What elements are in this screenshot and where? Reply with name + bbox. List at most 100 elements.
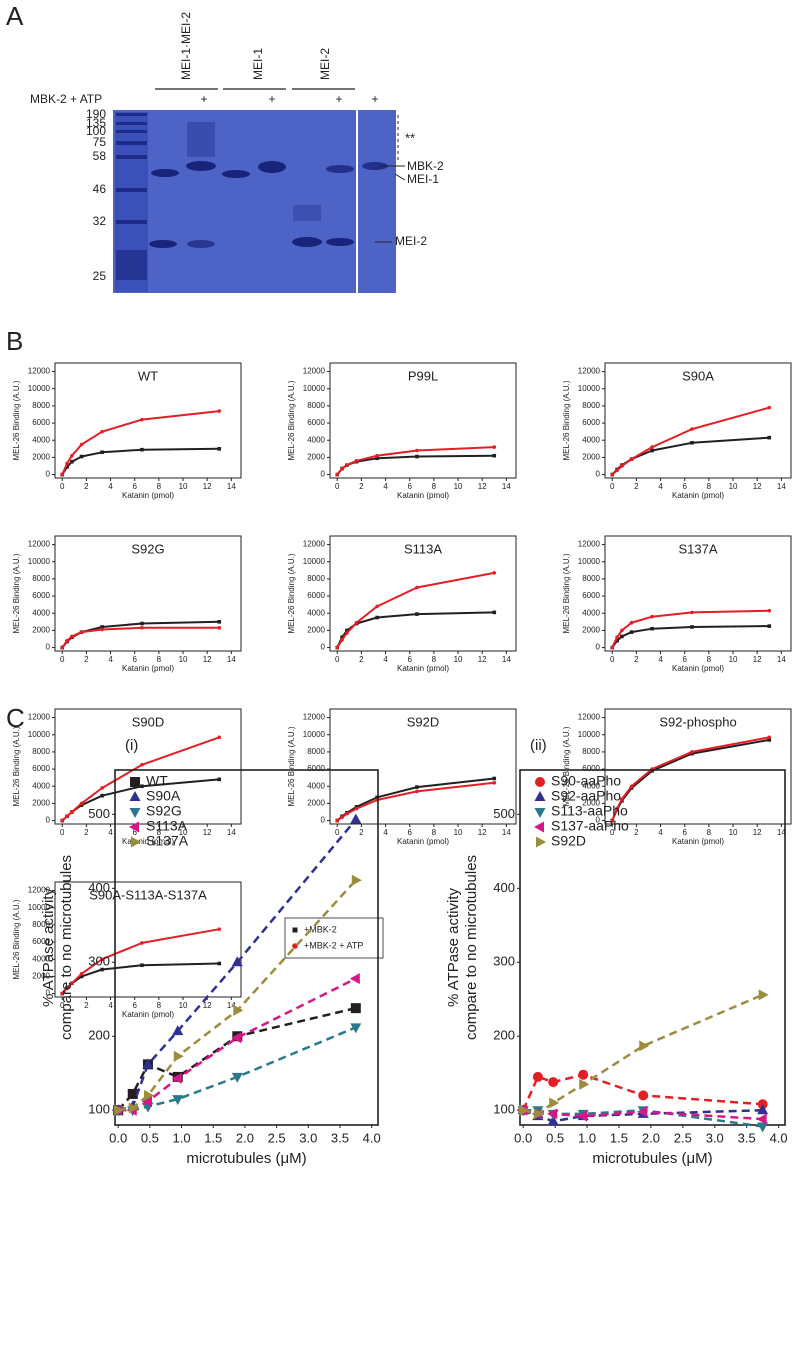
series-line	[336, 611, 495, 649]
mw-label: 100	[86, 124, 106, 138]
marker	[620, 634, 624, 639]
x-tick-label: 4	[658, 482, 663, 491]
x-tick-label: 8	[157, 1001, 162, 1010]
x-tick-label: 0	[60, 1001, 65, 1010]
marker	[79, 972, 84, 976]
panel-label: A	[6, 1, 24, 31]
x-tick-label: 6	[407, 655, 412, 664]
marker	[100, 967, 104, 972]
x-tick-label: 2.0	[236, 1130, 254, 1145]
plot-frame	[54, 362, 242, 479]
y-tick-label: 6000	[307, 591, 325, 600]
y-tick-label: 8000	[307, 747, 325, 756]
y-tick-label: 4000	[307, 781, 325, 790]
y-tick-label: 8000	[307, 574, 325, 583]
chart-title: WT	[138, 368, 158, 383]
x-tick-label: 8	[432, 655, 437, 664]
y-tick-label: 12000	[303, 540, 326, 549]
marker	[70, 981, 74, 986]
series-line	[611, 625, 770, 649]
marker	[519, 1104, 530, 1116]
x-tick-label: 3.0	[299, 1130, 317, 1145]
marker	[375, 615, 379, 620]
panel-label: C	[6, 703, 25, 733]
y-axis-label: MEL-26 Binding (A.U.)	[562, 380, 571, 460]
x-tick-label: 3.5	[738, 1130, 756, 1145]
series-line	[118, 977, 357, 1112]
marker	[351, 874, 362, 886]
marker	[114, 1104, 125, 1116]
x-tick-label: 14	[227, 482, 236, 491]
y-tick-label: 0	[321, 643, 326, 652]
y-tick-label: 300	[493, 954, 515, 969]
marker	[690, 427, 694, 431]
y-tick-label: 400	[88, 880, 110, 895]
x-tick-label: 6	[132, 482, 137, 491]
y-axis-label: % ATPase activity	[445, 888, 462, 1007]
asterisks: **	[405, 130, 415, 145]
marker	[690, 750, 694, 754]
marker	[350, 813, 362, 824]
marker	[650, 626, 654, 631]
marker	[60, 991, 65, 996]
x-tick-label: 2	[634, 482, 639, 491]
x-tick-label: 3.0	[706, 1130, 724, 1145]
x-tick-label: 0	[610, 655, 615, 664]
x-tick-label: 10	[729, 655, 738, 664]
x-axis-label: Katanin (pmol)	[122, 491, 174, 500]
marker	[217, 777, 222, 782]
marker	[70, 459, 74, 464]
y-axis-label: % ATPase activity	[40, 888, 57, 1007]
y-tick-label: 4000	[307, 608, 325, 617]
marker	[415, 612, 419, 616]
x-axis-label: Katanin (pmol)	[672, 837, 724, 846]
mw-label: 46	[93, 182, 107, 196]
y-tick-label: 2000	[32, 972, 50, 981]
x-tick-label: 14	[502, 655, 511, 664]
legend-label: S92D	[551, 833, 586, 849]
x-tick-label: 8	[707, 655, 712, 664]
marker	[128, 1102, 139, 1114]
marker	[639, 1040, 650, 1052]
marker	[100, 625, 104, 629]
y-tick-label: 8000	[582, 747, 600, 756]
x-tick-label: 12	[203, 482, 212, 491]
marker	[757, 1104, 769, 1115]
series-line	[522, 1108, 763, 1121]
x-axis-label: Katanin (pmol)	[672, 491, 724, 500]
x-tick-label: 6	[407, 828, 412, 837]
marker	[492, 610, 497, 615]
y-tick-label: 2000	[32, 453, 50, 462]
marker	[172, 1095, 184, 1106]
series-line	[61, 447, 220, 476]
marker	[231, 956, 243, 967]
marker	[100, 429, 104, 434]
marker	[171, 1072, 182, 1084]
band-label: MBK-2	[407, 159, 444, 173]
marker	[415, 785, 419, 789]
plot-frame	[54, 535, 242, 652]
marker	[547, 1115, 559, 1126]
x-tick-label: 4.0	[770, 1130, 788, 1145]
marker	[547, 1108, 558, 1120]
x-tick-label: 10	[179, 1001, 188, 1010]
x-tick-label: 2.0	[642, 1130, 660, 1145]
marker	[129, 808, 141, 818]
x-tick-label: 6	[407, 482, 412, 491]
x-tick-label: 3.5	[331, 1130, 349, 1145]
x-tick-label: 12	[203, 655, 212, 664]
x-tick-label: 12	[753, 482, 762, 491]
marker	[217, 620, 222, 624]
y-tick-label: 10000	[303, 557, 326, 566]
marker	[610, 472, 615, 477]
plot-frame	[54, 881, 242, 998]
marker	[231, 1072, 243, 1083]
marker	[690, 610, 694, 615]
marker	[610, 645, 615, 650]
lane-label: MEI-2	[318, 48, 332, 80]
legend-label: S137A	[146, 833, 189, 849]
marker	[140, 621, 144, 626]
marker	[758, 989, 769, 1001]
y-tick-label: 200	[493, 1028, 515, 1043]
marker	[345, 628, 349, 633]
